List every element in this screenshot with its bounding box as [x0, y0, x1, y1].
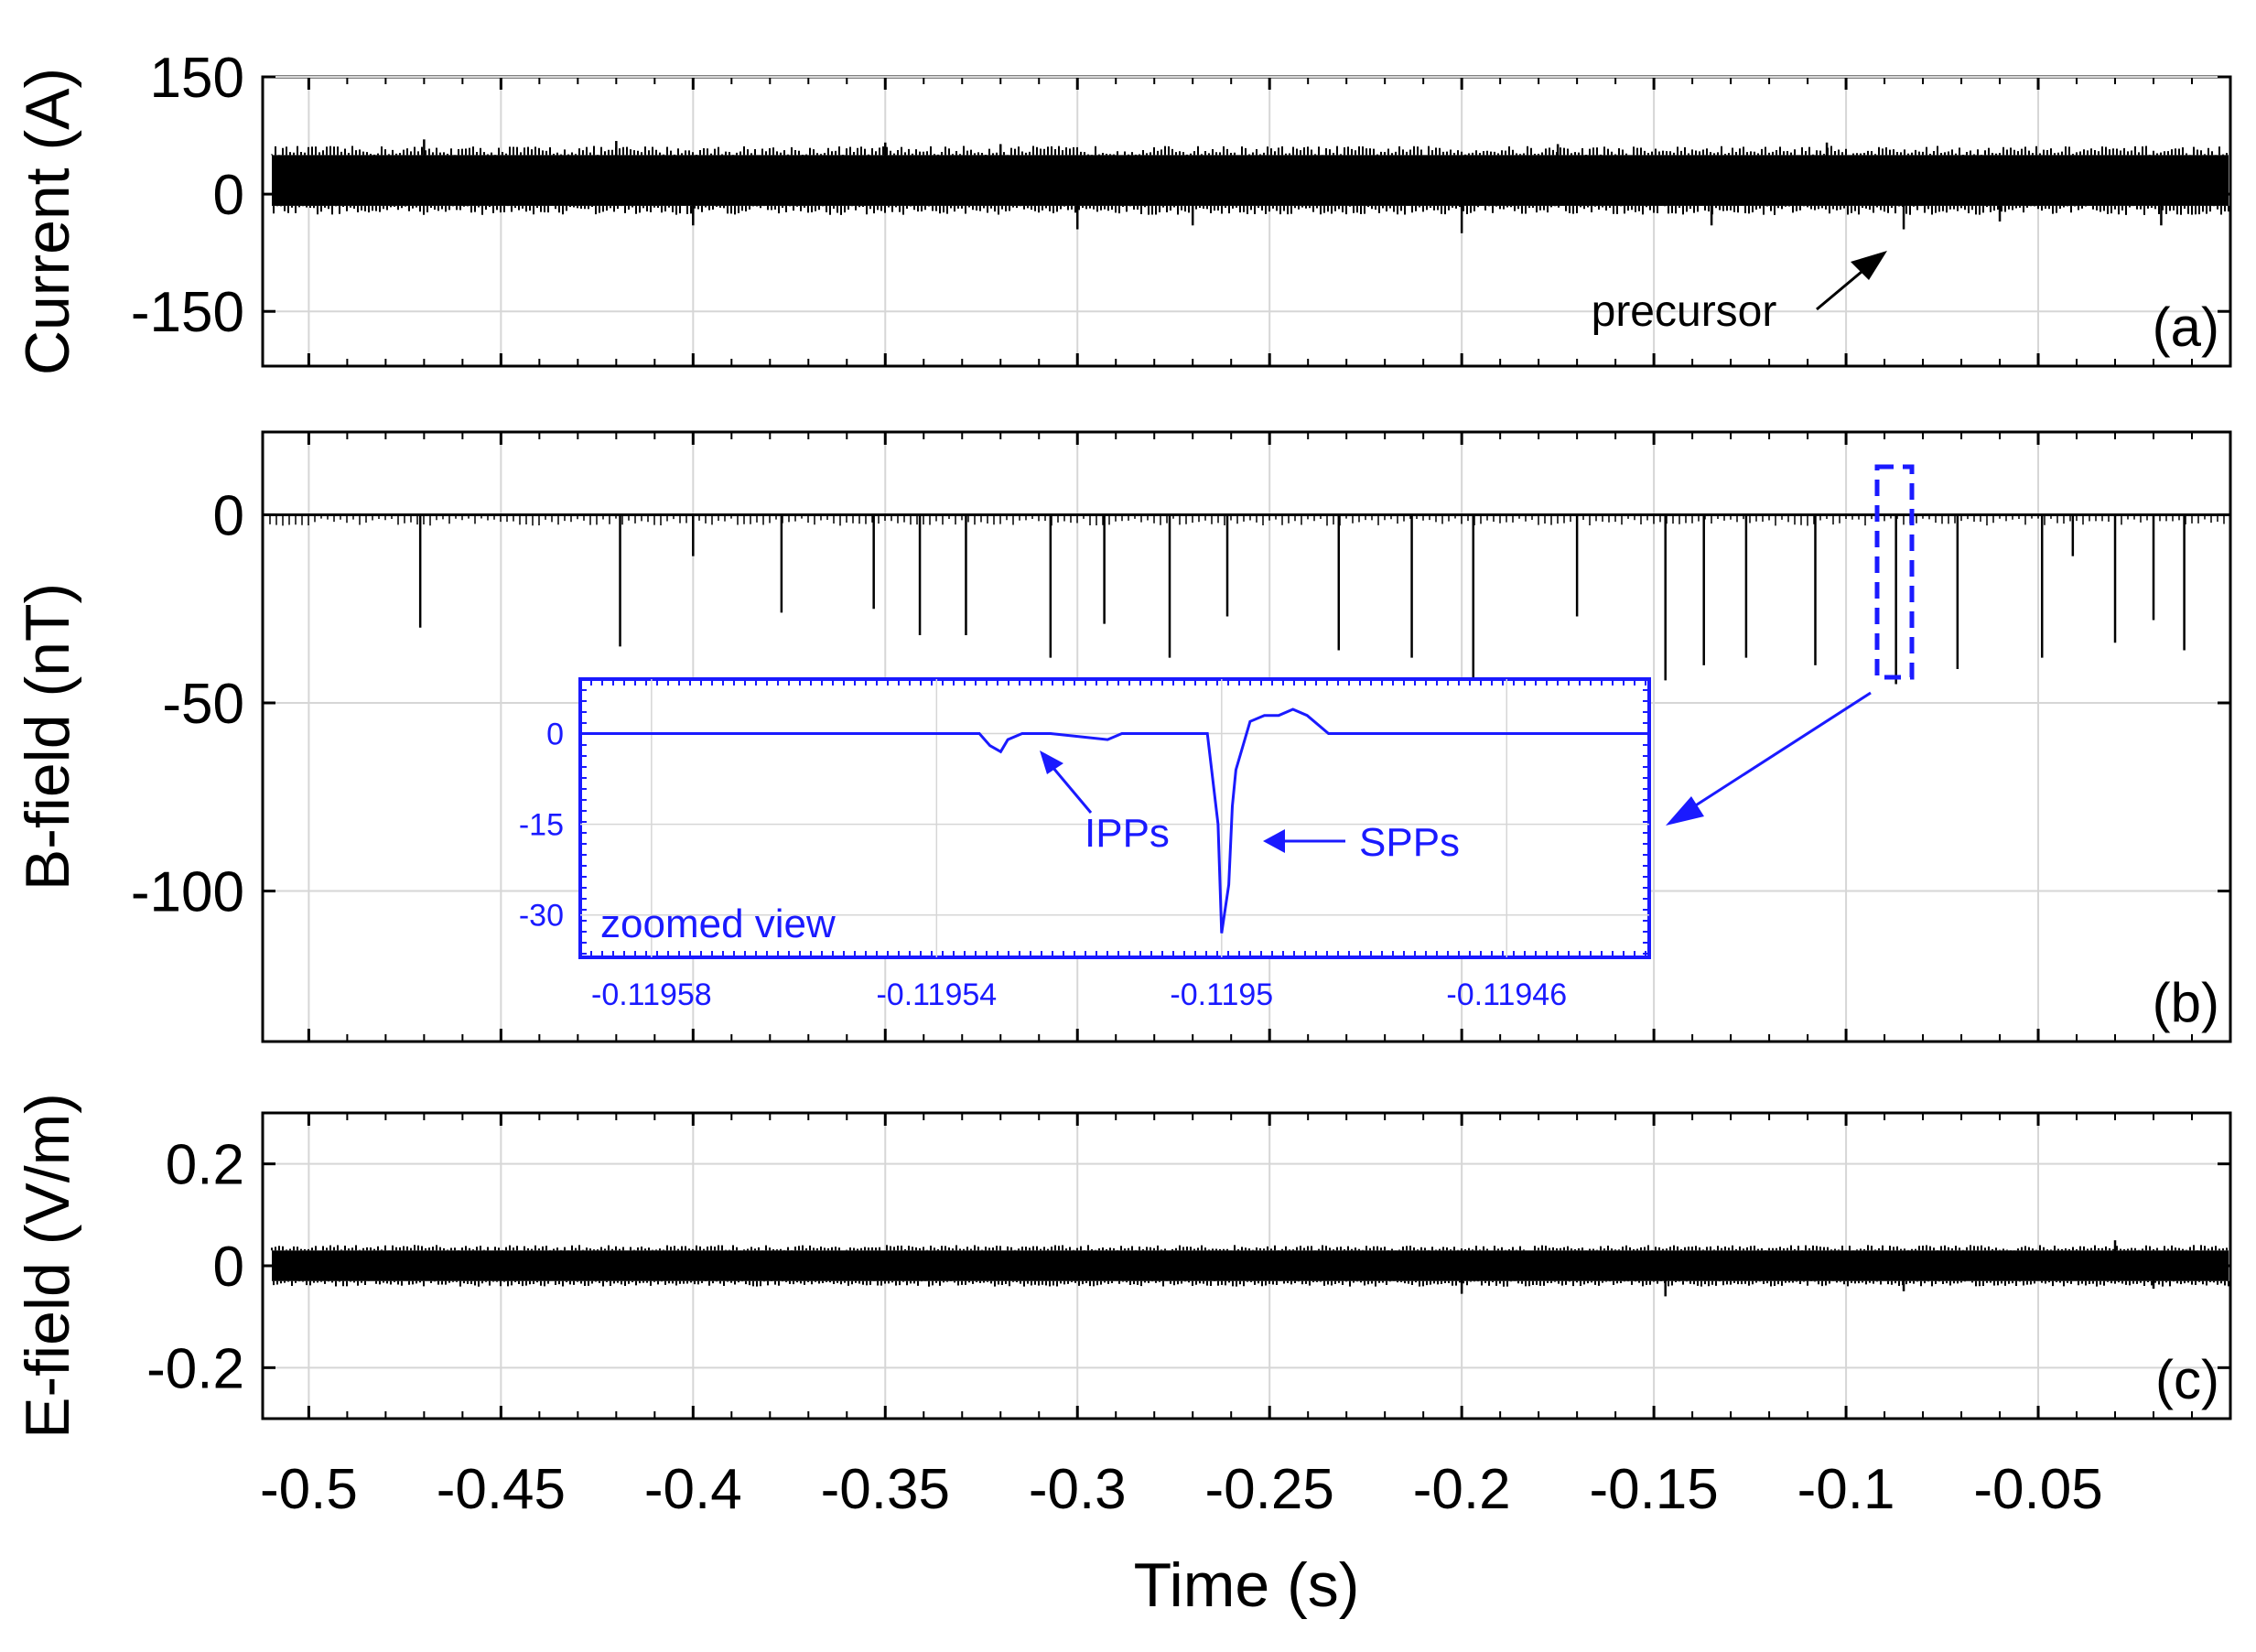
precursor-annotation: precursor: [1592, 251, 1887, 336]
current-panel: 150 0 -150 Current (A) (a) precursor: [13, 47, 2232, 375]
inset-trace: [580, 707, 1649, 934]
x-tick-label: -0.5: [260, 1458, 358, 1521]
zoom-region-box: [1874, 464, 1915, 680]
x-tick-label: -0.4: [644, 1458, 742, 1521]
y-tick-label: -100: [131, 861, 244, 924]
noise-edge: [271, 146, 2229, 215]
x-tick-label: -0.45: [437, 1458, 566, 1521]
inset-x-ticks: -0.11958 -0.11954 -0.1195 -0.11946: [591, 977, 1567, 1012]
x-tick-label: -0.25: [1205, 1458, 1334, 1521]
inset-x-tick-label: -0.11958: [591, 977, 712, 1012]
bfield-y-ticks: 0 -50 -100: [131, 484, 2230, 924]
time-x-ticks: -0.5 -0.45 -0.4 -0.35 -0.3 -0.25 -0.2 -0.15 -0.1…: [260, 1458, 2103, 1521]
y-tick-label: -150: [131, 281, 244, 344]
inset-x-tick-label: -0.1195: [1170, 977, 1273, 1012]
bfield-plot-frame: [261, 430, 2232, 1043]
inset-y-tick-label: -15: [519, 808, 564, 843]
inset-x-tick-label: -0.11946: [1446, 977, 1567, 1012]
inset-frame: [578, 677, 1651, 959]
y-tick-label: 150: [150, 47, 244, 110]
y-tick-label: 0: [213, 484, 244, 547]
ipps-label: IPPs: [1085, 811, 1170, 856]
spps-arrow-head: [1263, 829, 1285, 853]
zoomed-inset: -0.11958 -0.11954 -0.1195 -0.11946 0-15-30 …: [519, 677, 1651, 1012]
inset-frame-ticks: [579, 678, 1649, 957]
precursor-arrow: [1816, 265, 1868, 311]
inset-y-tick-label: 0: [546, 717, 564, 751]
ipps-arrow: [1051, 766, 1093, 814]
x-tick-label: -0.3: [1029, 1458, 1127, 1521]
inset-title: zoomed view: [600, 902, 836, 946]
efield-y-ticks: 0.2 0 -0.2: [146, 1134, 2230, 1400]
efield-axis-label: E-field (V/m): [13, 1093, 82, 1439]
ipps-arrow-head: [1040, 750, 1063, 774]
bfield-axis-label: B-field (nT): [13, 583, 82, 891]
noise-band: [272, 155, 2229, 206]
noise-edge: [271, 1245, 2229, 1287]
noise-band: [272, 1250, 2229, 1281]
y-tick-label: -50: [162, 673, 244, 736]
bfield-trace: [268, 513, 2230, 685]
current-axis-label: Current (A): [13, 68, 82, 375]
inset-x-tick-label: -0.11954: [876, 977, 997, 1012]
x-tick-label: -0.2: [1413, 1458, 1511, 1521]
x-tick-label: -0.05: [1973, 1458, 2102, 1521]
current-y-ticks: 150 0 -150: [131, 47, 2230, 344]
efield-panel: 0.2 0 -0.2 E-field (V/m) (c): [13, 1093, 2232, 1439]
bfield-panel: 0-50-100 B-field (nT) (b) -0.11958 -0.119…: [13, 430, 2232, 1043]
precursor-arrow-head: [1851, 251, 1887, 280]
zoom-arrow-head: [1666, 796, 1704, 826]
current-plot-frame: [261, 75, 2232, 368]
precursor-label: precursor: [1592, 287, 1777, 336]
y-tick-label: -0.2: [146, 1337, 244, 1400]
y-tick-label: 0: [213, 1236, 244, 1299]
panel-label-c: (c): [2155, 1349, 2219, 1410]
panel-label-b: (b): [2153, 972, 2219, 1033]
y-tick-label: 0: [213, 164, 244, 227]
inset-y-tick-label: -30: [519, 899, 564, 934]
spps-label: SPPs: [1359, 820, 1460, 865]
y-tick-label: 0.2: [166, 1134, 244, 1197]
efield-trace: [271, 1240, 2229, 1297]
noise-ticks: [269, 514, 2225, 526]
panel-label-a: (a): [2153, 297, 2219, 358]
x-tick-label: -0.15: [1589, 1458, 1718, 1521]
current-grid: [263, 76, 2230, 366]
zoom-arrow: [1688, 691, 1872, 812]
current-trace: [271, 139, 2229, 233]
time-axis-label: Time (s): [1134, 1550, 1360, 1620]
x-tick-label: -0.35: [821, 1458, 950, 1521]
inset-y-ticks: 0 -15 -30: [519, 717, 564, 933]
x-tick-label: -0.1: [1797, 1458, 1895, 1521]
